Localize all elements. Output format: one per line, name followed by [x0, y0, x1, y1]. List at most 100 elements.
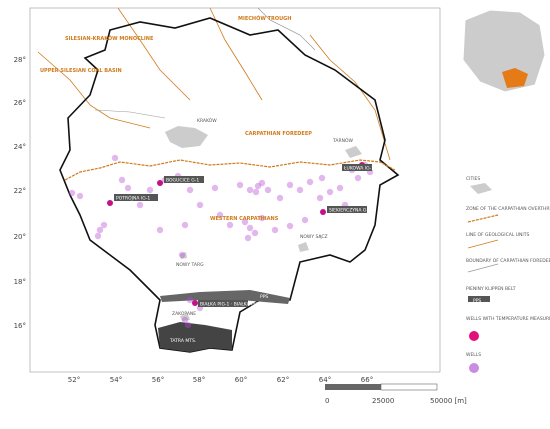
y-label: 26°	[14, 99, 26, 107]
x-label: 56°	[152, 376, 164, 384]
well	[241, 218, 249, 226]
overthrust-line	[64, 159, 396, 181]
legend-label: ZONE OF THE CARPATHIAN OVERTHRUST	[466, 206, 550, 212]
unit-line	[117, 7, 191, 101]
well	[186, 186, 194, 194]
well	[251, 229, 259, 237]
x-label: 62°	[277, 376, 289, 384]
well	[111, 154, 119, 162]
well	[178, 251, 186, 259]
legend-boundary	[467, 263, 499, 273]
y-label: 24°	[14, 143, 26, 151]
well-label: BIAŁKA PIG-1 · BIAŁKA PIG-2	[200, 302, 263, 308]
well	[100, 221, 108, 229]
legend-overthrust	[467, 214, 499, 223]
well	[246, 186, 254, 194]
region-label: SILESIAN-KRAKÓW MONOCLINE	[65, 35, 154, 42]
foredeep-boundary	[94, 109, 166, 119]
city-nowy-targ	[180, 252, 187, 259]
well	[236, 181, 244, 189]
legend-well-stable	[469, 331, 479, 341]
well	[96, 226, 104, 234]
foredeep-boundary	[257, 7, 316, 51]
well-stable	[157, 180, 163, 186]
scale-label: 50000 [m]	[430, 397, 467, 405]
well	[318, 174, 326, 182]
well	[316, 194, 324, 202]
well	[326, 188, 334, 196]
well	[252, 188, 260, 196]
well	[94, 232, 102, 240]
well-label-bg	[198, 300, 248, 307]
well	[276, 194, 284, 202]
inset-poland	[462, 9, 546, 93]
y-label: 16°	[14, 322, 26, 330]
y-label: 22°	[14, 187, 26, 195]
wells-layer	[68, 154, 374, 329]
well-label: SIEKIERCZYNA G-1	[329, 208, 371, 214]
well	[76, 192, 84, 200]
unit-line	[209, 7, 263, 101]
tatra	[158, 322, 232, 352]
region-label: CARPATHIAN FOREDEEP	[245, 131, 312, 137]
well-label-bg	[327, 206, 367, 213]
x-label: 52°	[68, 376, 80, 384]
x-label: 64°	[319, 376, 331, 384]
well	[336, 184, 344, 192]
scale-bar	[380, 383, 438, 391]
unit-line	[309, 34, 391, 161]
well-label-bg	[164, 176, 204, 183]
pieniny-belt	[160, 290, 290, 304]
y-label: 28°	[14, 56, 26, 64]
well	[301, 216, 309, 224]
well	[184, 321, 192, 329]
legend-well	[469, 363, 479, 373]
well	[186, 296, 194, 304]
well	[246, 224, 254, 232]
scale-bar	[325, 384, 381, 390]
well	[211, 184, 219, 192]
well	[156, 226, 164, 234]
well	[136, 201, 144, 209]
region-label: TATRA MTS.	[169, 338, 196, 344]
legend-label: PPS	[473, 298, 481, 304]
well	[181, 316, 189, 324]
inset-region	[502, 68, 528, 88]
region-label: PPS	[260, 294, 268, 300]
province-outline	[59, 17, 400, 353]
legend-label: CITIES	[466, 176, 480, 182]
legend-city-symbol	[470, 183, 492, 194]
city-label: KRAKÓW	[197, 117, 217, 124]
well	[216, 211, 224, 219]
well	[354, 174, 362, 182]
well-stable	[107, 200, 113, 206]
well	[244, 234, 252, 242]
legend-label: WELLS	[466, 352, 481, 358]
city-label: ZAKOPANE	[172, 311, 196, 317]
x-label: 58°	[193, 376, 205, 384]
y-label: 20°	[14, 233, 26, 241]
scale-label: 0	[325, 397, 329, 405]
well-label: BOGUCICE G-1	[166, 178, 199, 184]
well	[68, 189, 76, 197]
x-label: 54°	[110, 376, 122, 384]
well	[258, 179, 266, 187]
y-label: 18°	[14, 278, 26, 286]
legend-unit-line	[467, 239, 499, 249]
well	[258, 214, 266, 222]
legend-label: BOUNDARY OF CARPATHIAN FOREDEEP	[466, 258, 550, 264]
well	[296, 186, 304, 194]
city-tarnow	[345, 146, 362, 158]
legend-pps	[468, 296, 490, 302]
well	[271, 226, 279, 234]
region-label: WESTERN CARPATHIANS	[210, 216, 279, 222]
x-label: 66°	[361, 376, 373, 384]
well	[146, 186, 154, 194]
city-label: NOWY TARG	[176, 262, 204, 268]
region-label: MIECHÓW TROUGH	[238, 15, 291, 22]
well	[226, 221, 234, 229]
well	[124, 184, 132, 192]
well	[286, 181, 294, 189]
well	[306, 178, 314, 186]
